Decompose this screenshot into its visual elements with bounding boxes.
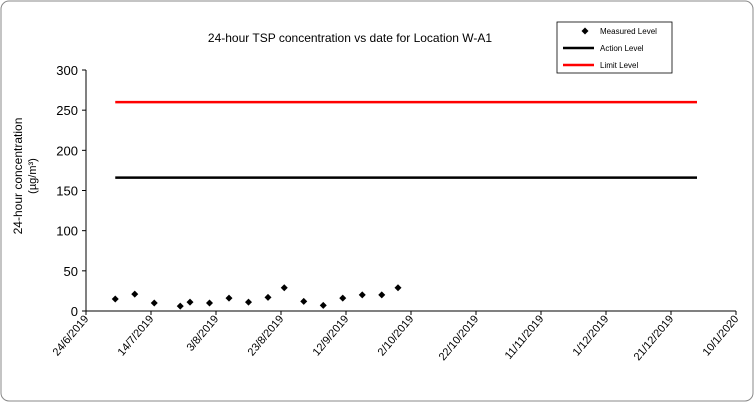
legend-label: Measured Level bbox=[600, 27, 657, 36]
legend-symbol bbox=[581, 27, 589, 35]
data-point bbox=[186, 298, 194, 306]
data-point bbox=[176, 302, 184, 310]
y-axis-label: 24-hour concentration bbox=[11, 118, 25, 235]
data-point bbox=[339, 294, 347, 302]
y-tick-label: 250 bbox=[56, 103, 78, 118]
data-point bbox=[131, 290, 139, 298]
y-tick-label: 50 bbox=[64, 264, 78, 279]
data-point bbox=[300, 297, 308, 305]
y-tick-label: 0 bbox=[71, 304, 78, 319]
y-tick-label: 300 bbox=[56, 63, 78, 78]
y-axis-label: (µg/m³) bbox=[27, 158, 39, 194]
data-point bbox=[358, 291, 366, 299]
data-point bbox=[280, 284, 288, 292]
y-tick-label: 200 bbox=[56, 143, 78, 158]
data-point bbox=[150, 299, 158, 307]
y-tick-label: 100 bbox=[56, 224, 78, 239]
chart-title: 24-hour TSP concentration vs date for Lo… bbox=[208, 31, 492, 45]
data-point bbox=[225, 294, 233, 302]
legend-label: Action Level bbox=[600, 44, 644, 53]
data-point bbox=[319, 301, 327, 309]
data-point bbox=[264, 293, 272, 301]
data-point bbox=[245, 298, 252, 306]
data-point bbox=[206, 299, 213, 307]
y-tick-label: 150 bbox=[56, 184, 78, 199]
data-point bbox=[111, 295, 119, 303]
data-point bbox=[394, 284, 402, 292]
data-point bbox=[378, 291, 386, 299]
legend-label: Limit Level bbox=[600, 61, 638, 70]
